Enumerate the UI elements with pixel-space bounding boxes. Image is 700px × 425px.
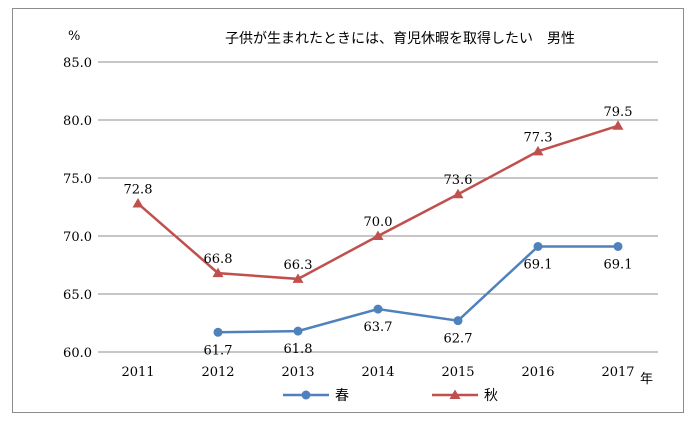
data-label: 69.1 xyxy=(524,257,553,272)
x-tick-label: 2015 xyxy=(441,365,474,380)
x-tick-label: 2011 xyxy=(121,365,154,380)
chart-frame xyxy=(12,8,684,413)
data-label: 77.3 xyxy=(524,130,553,145)
data-point xyxy=(533,241,543,251)
x-tick-label: 2013 xyxy=(281,365,314,380)
data-point xyxy=(613,241,623,251)
data-point xyxy=(293,326,303,336)
y-tick-label: 80.0 xyxy=(63,114,92,129)
x-tick-label: 2014 xyxy=(361,365,394,380)
data-label: 61.7 xyxy=(204,343,233,358)
data-label: 70.0 xyxy=(364,215,393,230)
legend-entry: 春 xyxy=(283,388,349,404)
x-tick-label: 2017 xyxy=(601,365,634,380)
series-1: 72.8 66.8 66.3 70.0 73.6 77.3 79.5 xyxy=(124,105,633,283)
series-0: 61.7 61.8 63.7 62.7 69.1 69.1 xyxy=(204,241,633,358)
data-label: 73.6 xyxy=(444,173,473,188)
legend-label: 秋 xyxy=(484,388,498,404)
data-label: 62.7 xyxy=(444,332,473,347)
y-axis-unit: % xyxy=(68,29,80,44)
data-label: 63.7 xyxy=(364,320,393,335)
y-tick-label: 65.0 xyxy=(63,288,92,303)
x-tick-label: 2012 xyxy=(201,365,234,380)
data-label: 79.5 xyxy=(604,105,633,120)
x-tick-label: 2016 xyxy=(521,365,554,380)
x-axis-unit: 年 xyxy=(640,372,653,387)
data-point xyxy=(372,230,384,240)
data-label: 69.1 xyxy=(604,257,633,272)
data-point xyxy=(132,198,144,208)
data-label: 66.8 xyxy=(204,252,233,267)
y-tick-label: 70.0 xyxy=(63,230,92,245)
y-tick-label: 85.0 xyxy=(63,56,92,71)
legend-label: 春 xyxy=(335,388,349,404)
legend-marker xyxy=(449,389,461,399)
data-label: 66.3 xyxy=(284,258,313,273)
data-point xyxy=(532,145,544,156)
legend-marker xyxy=(301,390,311,400)
legend-entry: 秋 xyxy=(432,388,498,404)
data-point xyxy=(212,267,224,278)
data-point xyxy=(453,316,463,326)
chart-title: 子供が生まれたときには、育児休暇を取得したい 男性 xyxy=(225,30,575,47)
y-tick-label: 75.0 xyxy=(63,172,92,187)
data-point xyxy=(292,273,304,283)
data-label: 61.8 xyxy=(284,342,313,357)
data-point xyxy=(373,304,383,314)
data-point xyxy=(612,120,624,130)
data-label: 72.8 xyxy=(124,183,153,198)
data-point xyxy=(452,188,464,199)
y-tick-label: 60.0 xyxy=(63,346,92,361)
data-point xyxy=(213,327,223,337)
series-line xyxy=(217,245,618,334)
